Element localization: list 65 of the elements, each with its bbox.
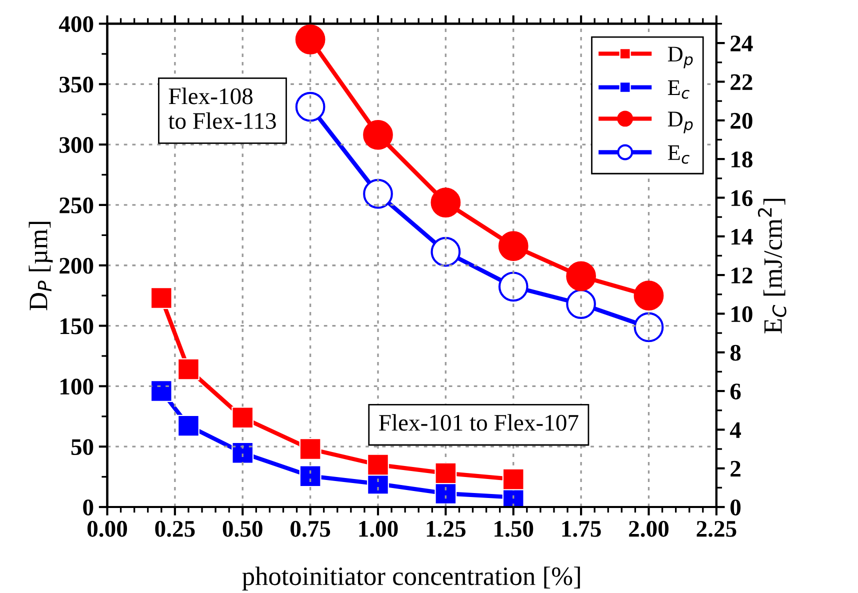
point [634, 312, 664, 342]
x-tick-label: 2.25 [696, 520, 736, 537]
point [430, 236, 461, 267]
point [295, 24, 326, 54]
point [232, 406, 254, 429]
point [363, 120, 393, 150]
y2-tick-label: 8 [730, 344, 741, 361]
point [178, 414, 200, 437]
y-tick-label: 50 [71, 439, 94, 456]
y2-tick-label: 18 [732, 152, 752, 168]
y-tick-label: 100 [60, 378, 94, 395]
legend-label: E$_{c}$ [668, 80, 690, 99]
point [363, 178, 393, 209]
y2-axis-title: E$_{C}$ [mJ/cm$^{2}$] [758, 198, 786, 334]
x-tick-label: 1.75 [562, 521, 601, 537]
y2-tick-label: 6 [730, 384, 741, 400]
y2-tick-label: 20 [730, 112, 752, 129]
point [434, 462, 457, 484]
y-tick-label: 250 [60, 197, 94, 214]
point [498, 272, 528, 302]
legend-label: E$_{c}$ [668, 145, 690, 164]
y2-tick-label: 2 [730, 460, 740, 477]
annotation: Flex-108 to Flex-113 [168, 88, 276, 129]
point [299, 465, 322, 488]
point [150, 287, 172, 309]
y-tick-label: 150 [60, 318, 94, 334]
y-tick-label: 400 [58, 16, 94, 32]
y2-tick-label: 14 [732, 228, 753, 245]
point [299, 438, 322, 460]
point [150, 380, 172, 402]
y-tick-label: 200 [60, 258, 94, 274]
legend-label: D$_{p}$ [668, 46, 693, 68]
point [566, 289, 596, 319]
y-axis-title: D$_{P}$ [µm] [28, 222, 53, 310]
x-tick-label: 0.00 [87, 520, 128, 537]
y2-tick-label: 22 [730, 74, 752, 90]
y2-tick-label: 4 [730, 422, 741, 438]
point [295, 92, 326, 122]
annotation: Flex-101 to Flex-107 [379, 414, 578, 431]
y-tick-label: 300 [60, 137, 94, 153]
point [178, 358, 200, 380]
x-tick-label: 2.00 [629, 520, 669, 537]
point [434, 482, 457, 504]
point [634, 280, 664, 311]
legend-label: D$_{p}$ [668, 112, 693, 134]
y-tick-label: 0 [83, 500, 94, 516]
x-axis-title: photoinitiator concentration [%] [242, 566, 580, 591]
point [367, 454, 389, 476]
y2-tick-label: 24 [730, 36, 753, 52]
point [502, 468, 524, 490]
x-tick-label: 1.25 [426, 520, 466, 537]
x-tick-label: 1.50 [494, 520, 534, 537]
x-tick-label: 0.50 [222, 520, 262, 537]
y2-tick-label: 0 [730, 500, 741, 516]
point [566, 261, 596, 292]
point [498, 231, 528, 261]
y2-tick-label: 10 [732, 306, 752, 322]
x-tick-label: 0.25 [155, 520, 195, 537]
y2-tick-label: 12 [732, 268, 752, 284]
x-tick-label: 0.75 [290, 520, 330, 537]
point [430, 188, 461, 218]
y2-tick-label: 16 [732, 190, 753, 206]
y-tick-label: 350 [60, 76, 94, 93]
point [232, 442, 254, 464]
x-tick-label: 1.00 [359, 520, 398, 537]
